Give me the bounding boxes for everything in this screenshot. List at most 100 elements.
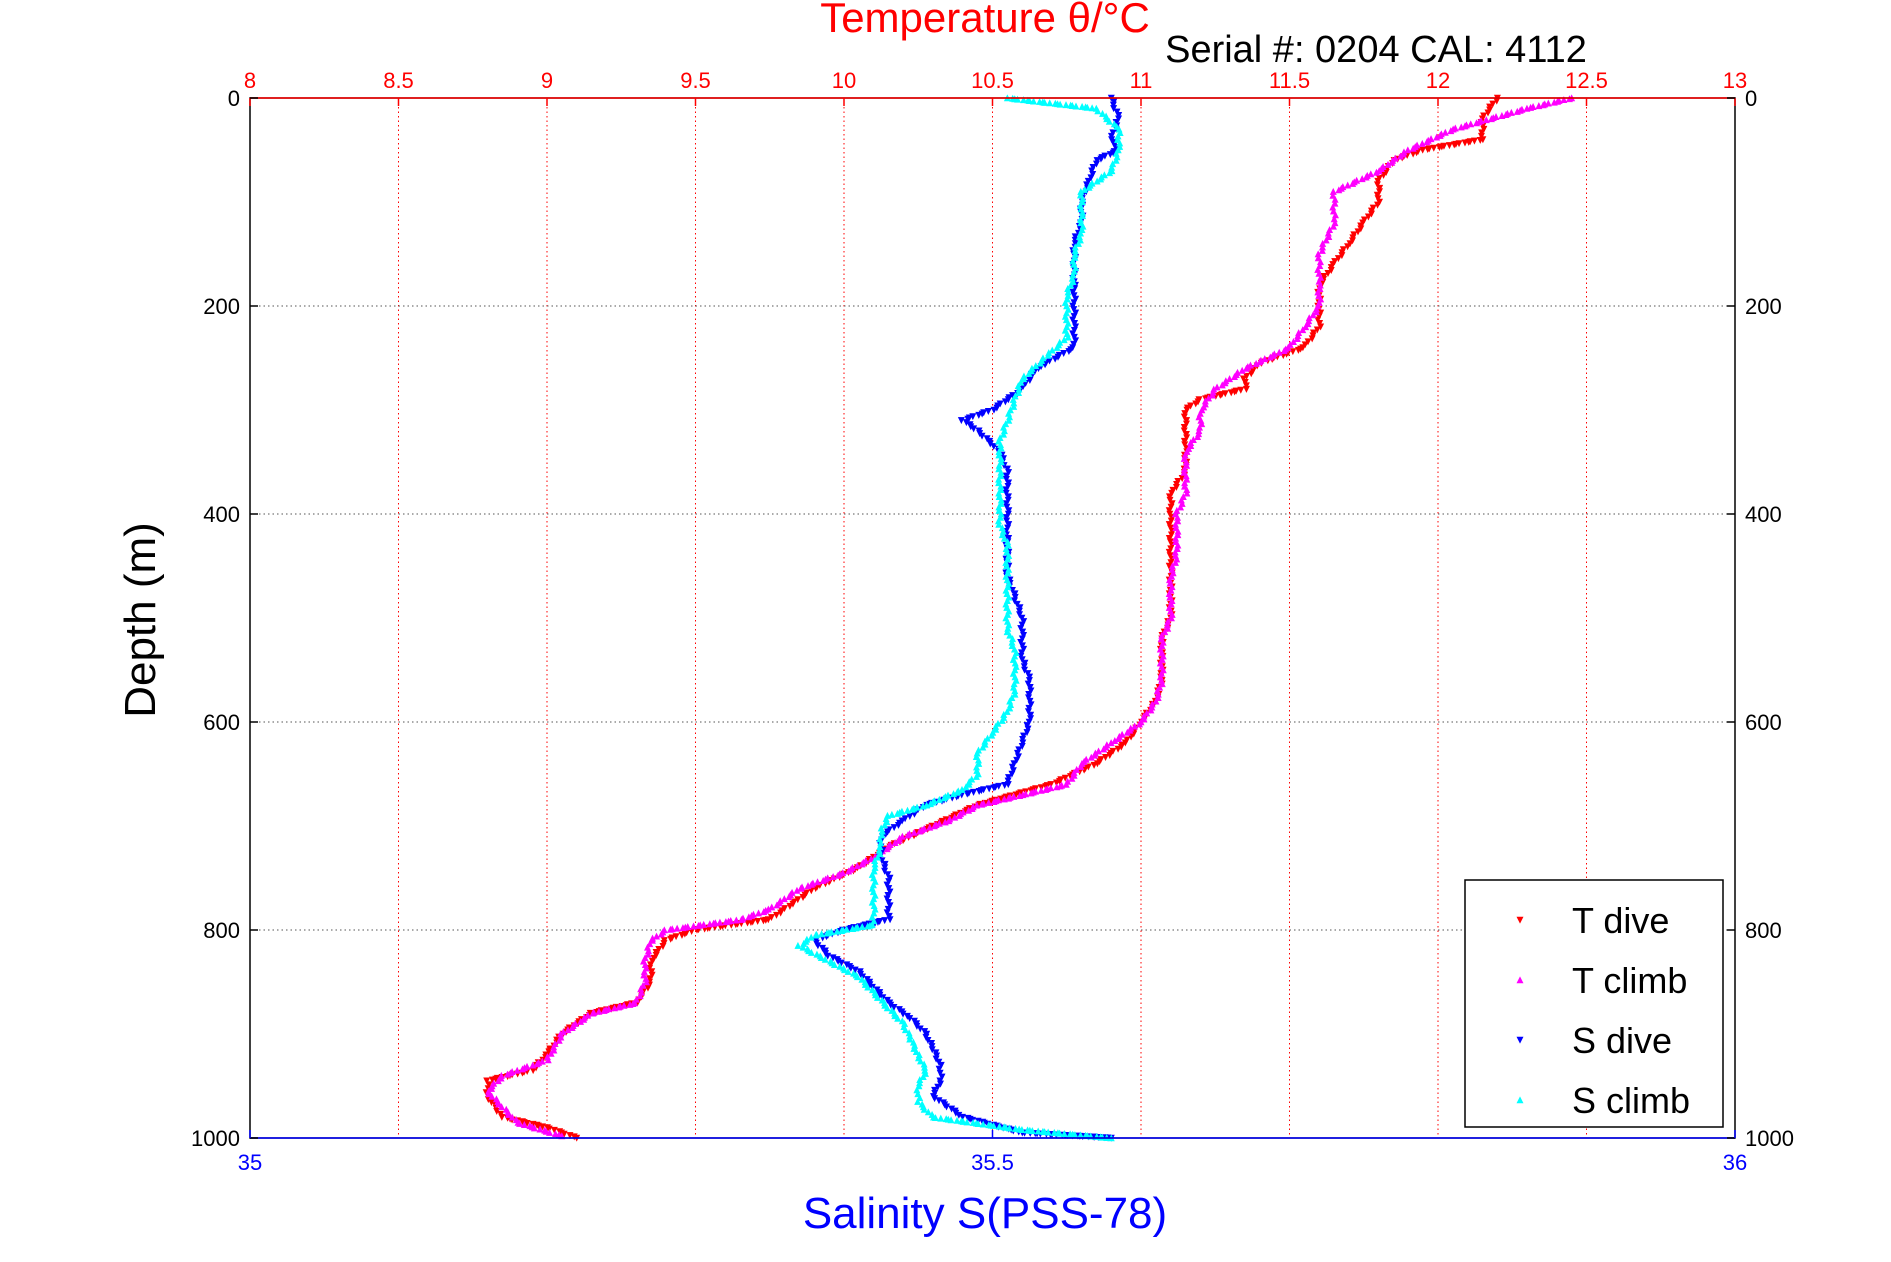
data-point	[1070, 326, 1078, 334]
data-point	[931, 1095, 939, 1103]
data-point	[1018, 635, 1026, 643]
data-point	[1018, 614, 1026, 622]
data-point	[1107, 132, 1115, 140]
data-point	[1003, 707, 1011, 715]
data-point	[1165, 521, 1173, 529]
data-point	[1550, 98, 1558, 106]
data-point	[1018, 1126, 1026, 1133]
data-point	[1384, 160, 1392, 168]
data-point	[1231, 373, 1239, 381]
data-point	[1457, 123, 1465, 131]
top-tick-label: 9	[541, 68, 553, 93]
data-point	[833, 927, 841, 935]
data-point	[1018, 642, 1026, 650]
data-point	[844, 967, 852, 975]
data-point	[483, 1077, 491, 1085]
data-point	[1044, 1128, 1052, 1136]
data-point	[1423, 138, 1431, 146]
data-point	[1014, 95, 1022, 103]
data-point	[1560, 96, 1568, 104]
data-point	[626, 1000, 634, 1008]
data-point	[965, 806, 973, 814]
data-point	[1070, 299, 1078, 307]
data-point	[1088, 167, 1096, 175]
top-tick-label: 8.5	[383, 68, 414, 93]
data-point	[1069, 288, 1077, 296]
data-point	[1005, 1124, 1013, 1132]
data-point	[1024, 708, 1032, 716]
data-point	[611, 1004, 619, 1012]
data-point	[1015, 753, 1022, 761]
data-point	[1004, 510, 1012, 518]
data-point	[1021, 659, 1029, 667]
data-point	[1165, 534, 1173, 542]
data-point	[1070, 340, 1078, 348]
data-point	[1329, 222, 1337, 230]
data-point	[963, 790, 971, 798]
data-point	[1111, 737, 1119, 745]
data-point	[1165, 548, 1173, 556]
data-point	[965, 780, 973, 788]
data-point	[1106, 151, 1114, 159]
data-point	[1026, 697, 1034, 705]
data-point	[1015, 746, 1023, 754]
data-point	[935, 1097, 943, 1105]
data-point	[885, 885, 893, 893]
data-point	[890, 1003, 898, 1011]
data-point	[1027, 715, 1035, 723]
data-point	[895, 836, 903, 844]
data-point	[1183, 434, 1191, 442]
data-point	[1388, 158, 1396, 166]
data-point	[1113, 108, 1121, 116]
data-point	[1025, 704, 1033, 712]
bottom-tick-label: 36	[1723, 1150, 1747, 1175]
data-point	[1051, 355, 1059, 363]
top-tick-label: 13	[1723, 68, 1747, 93]
data-point	[1025, 369, 1033, 377]
data-point	[998, 716, 1006, 724]
data-point	[1069, 330, 1077, 338]
data-point	[1032, 362, 1040, 370]
data-point	[1114, 745, 1122, 753]
data-point	[1482, 116, 1490, 124]
data-point	[1017, 638, 1025, 646]
data-point	[657, 930, 665, 938]
data-point	[1018, 621, 1026, 629]
data-point	[1480, 125, 1488, 133]
data-point	[917, 1057, 925, 1065]
data-point	[821, 955, 829, 963]
data-point	[1094, 107, 1102, 115]
data-point	[1072, 295, 1080, 303]
data-point	[1372, 168, 1380, 176]
data-point	[1158, 680, 1166, 688]
data-point	[494, 1100, 502, 1108]
data-point	[1183, 406, 1191, 414]
data-point	[773, 901, 781, 909]
data-point	[1000, 795, 1008, 803]
data-point	[1331, 199, 1339, 207]
data-point	[938, 1073, 946, 1081]
data-point	[1527, 103, 1535, 111]
data-point	[1018, 649, 1026, 657]
data-point	[935, 795, 943, 803]
data-point	[504, 1070, 511, 1078]
data-point	[885, 898, 893, 906]
data-point	[1167, 531, 1175, 539]
data-point	[1181, 410, 1189, 418]
data-point	[1070, 306, 1078, 314]
data-point	[1166, 552, 1174, 560]
data-point	[881, 917, 889, 925]
data-point	[1005, 469, 1013, 477]
data-point	[644, 950, 652, 958]
data-point	[1024, 670, 1032, 678]
data-point	[1280, 347, 1288, 355]
data-point	[797, 884, 805, 892]
data-point	[1183, 417, 1191, 425]
data-point	[1213, 383, 1221, 391]
data-point	[906, 1015, 914, 1023]
data-point	[1181, 441, 1189, 449]
data-point	[1072, 102, 1080, 110]
data-point	[1374, 177, 1382, 185]
data-point	[959, 1117, 967, 1125]
